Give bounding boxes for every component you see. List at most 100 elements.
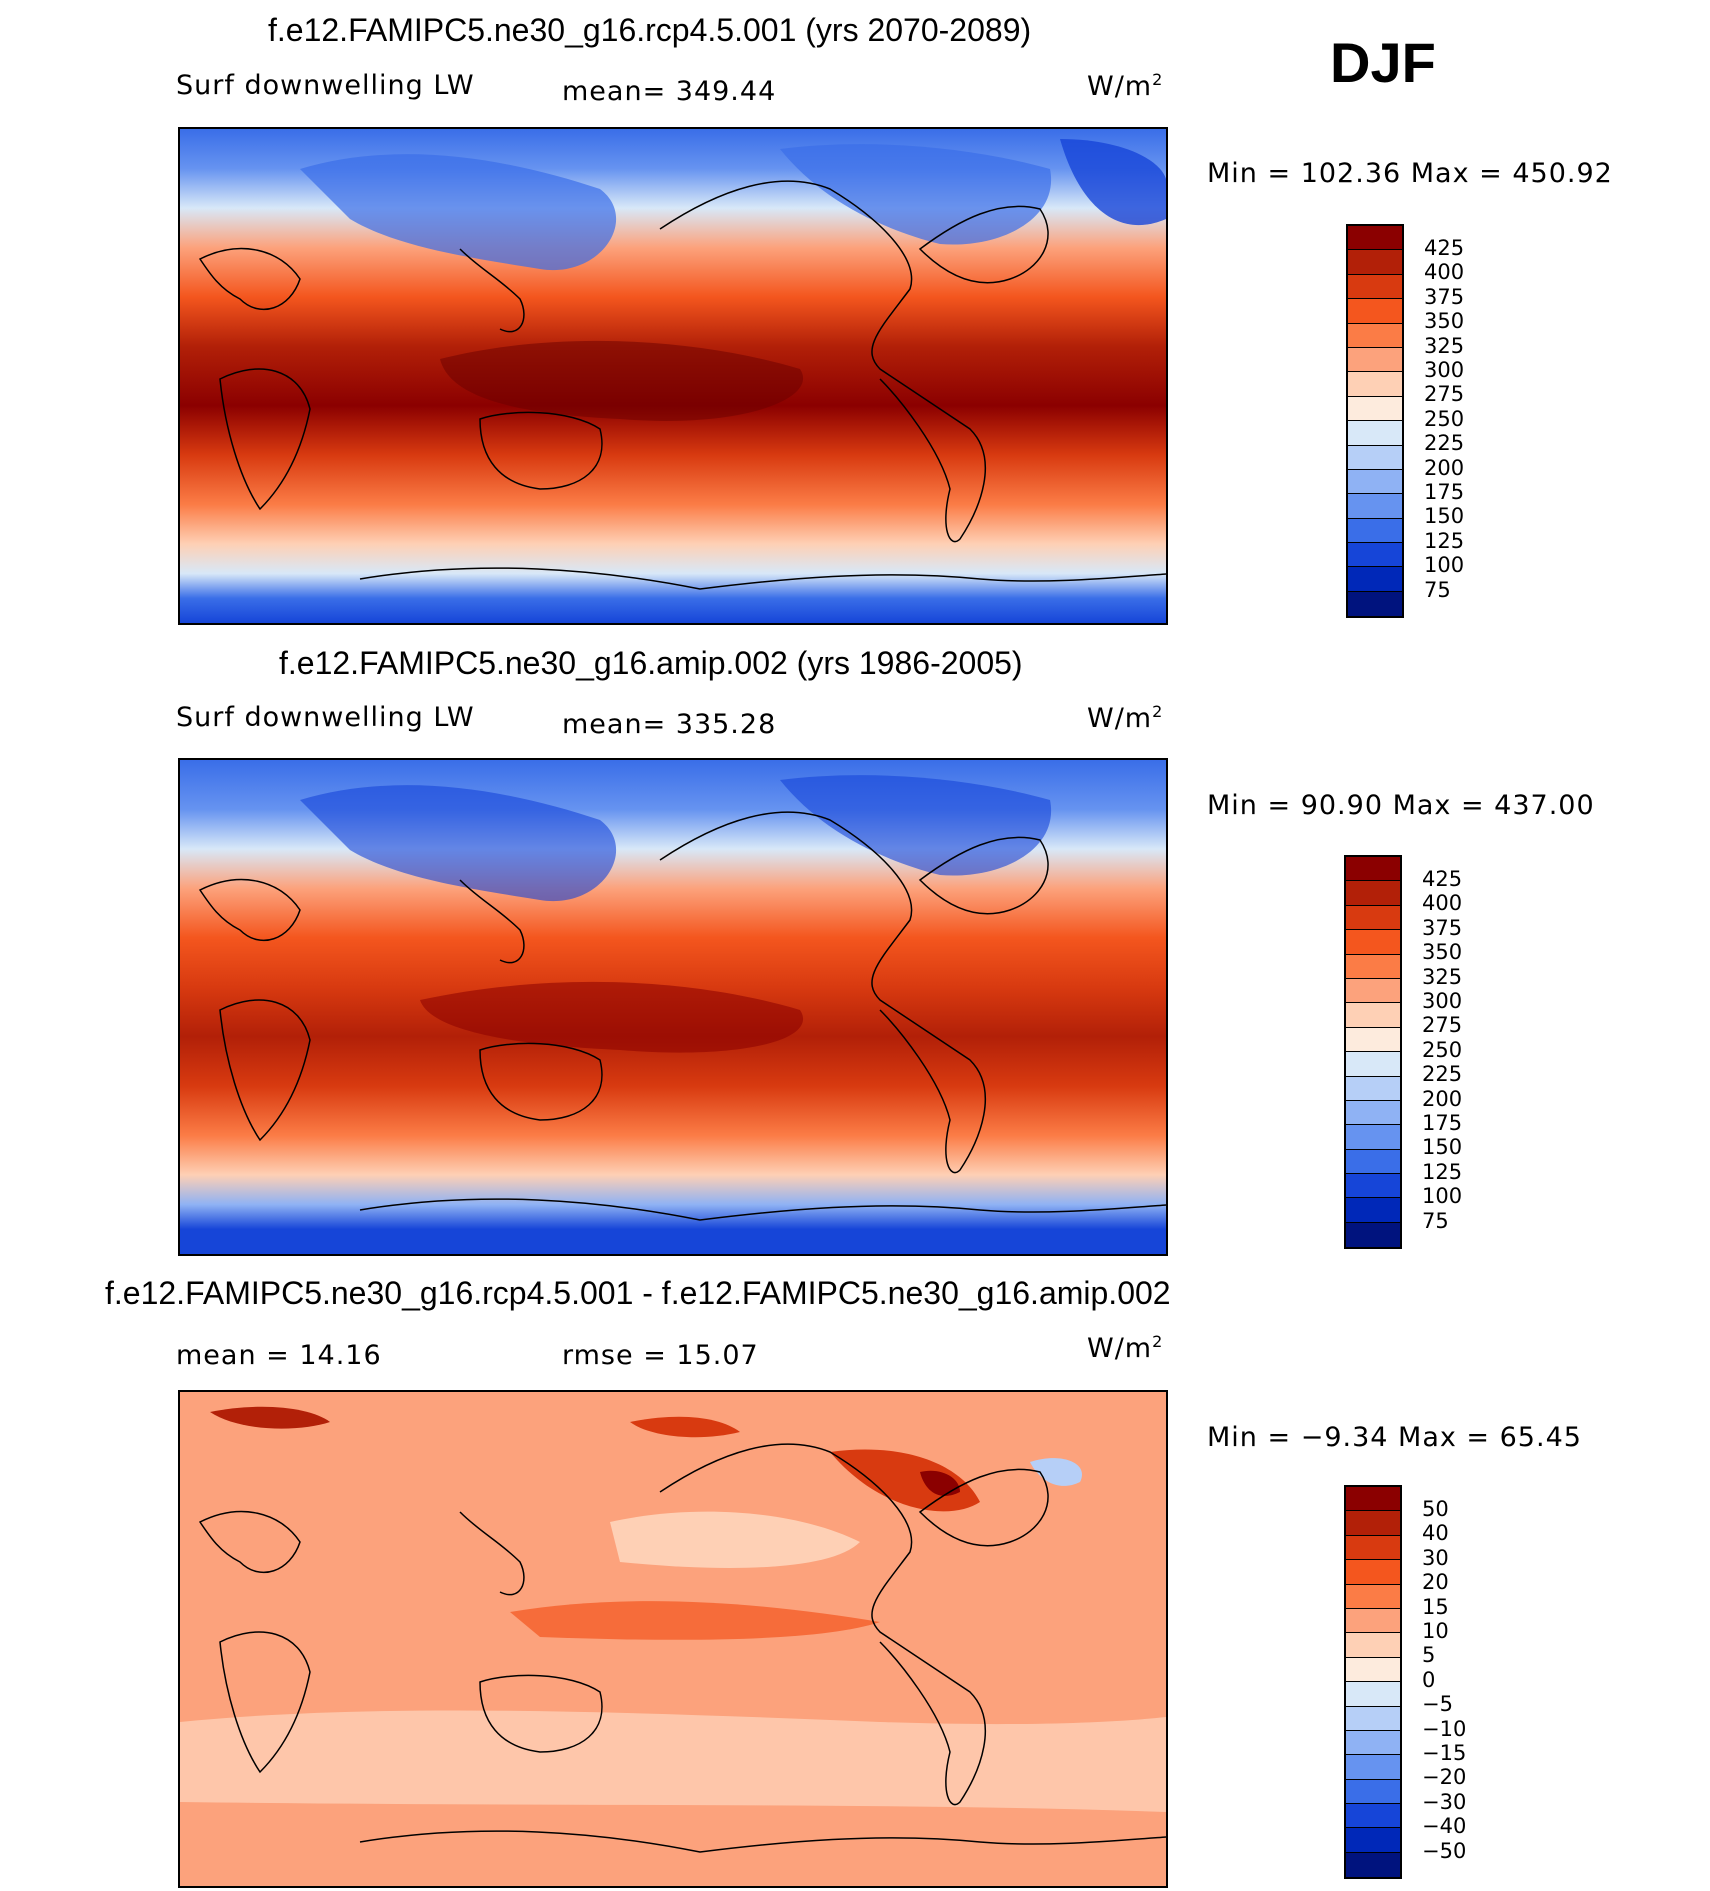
panel3-coastlines	[198, 1443, 1166, 1853]
legend-swatch	[1346, 1682, 1400, 1707]
panel2-variable: Surf downwelling LW	[176, 702, 475, 733]
panel2-title: f.e12.FAMIPC5.ne30_g16.amip.002 (yrs 198…	[279, 645, 1023, 681]
panel1-coastlines	[198, 180, 1166, 590]
legend-swatch	[1348, 421, 1402, 446]
panel2-warm-pool	[420, 981, 804, 1053]
legend-swatch	[1346, 1222, 1400, 1248]
legend-swatch	[1346, 1174, 1400, 1199]
panel1-canada-cold	[780, 144, 1052, 245]
legend-level-label: 150	[1424, 504, 1465, 529]
legend-swatch	[1346, 1828, 1400, 1853]
legend-swatch	[1346, 1149, 1400, 1175]
legend-level-label: −30	[1422, 1789, 1467, 1814]
legend-level-label: 275	[1422, 1013, 1463, 1038]
legend-level-label: −20	[1422, 1765, 1467, 1790]
panel3-minmax: Min = −9.34 Max = 65.45	[1207, 1422, 1582, 1453]
legend-swatch	[1346, 930, 1400, 955]
legend-level-label: 300	[1424, 358, 1465, 382]
legend-swatch	[1346, 1804, 1400, 1829]
legend-level-label: 325	[1424, 333, 1465, 358]
legend-swatch	[1346, 1608, 1400, 1634]
legend-level-label: −40	[1422, 1814, 1467, 1839]
legend-level-label: 250	[1422, 1037, 1463, 1062]
legend-swatch	[1348, 518, 1402, 544]
panel2-map	[178, 758, 1168, 1256]
legend-swatch	[1348, 299, 1402, 324]
legend-swatch	[1346, 1755, 1400, 1780]
legend-swatch	[1346, 1052, 1400, 1077]
legend-swatch	[1346, 857, 1400, 882]
panel2-legend-bar	[1344, 855, 1402, 1250]
panel2-coastlines	[198, 811, 1166, 1221]
legend-swatch	[1346, 881, 1400, 906]
legend-level-label: 125	[1424, 528, 1465, 553]
legend-swatch	[1346, 978, 1400, 1004]
legend-level-label: 15	[1422, 1594, 1449, 1619]
legend-level-label: 225	[1422, 1062, 1463, 1087]
legend-level-label: −50	[1422, 1838, 1467, 1863]
legend-level-label: 175	[1422, 1111, 1463, 1135]
legend-level-label: 325	[1422, 964, 1463, 989]
panel3-siberia-warm	[630, 1416, 740, 1438]
panel1-map	[178, 127, 1168, 625]
legend-swatch	[1348, 323, 1402, 348]
panel1-siberia-cold	[300, 154, 617, 271]
legend-level-label: −15	[1422, 1741, 1467, 1765]
legend-level-label: 200	[1424, 455, 1465, 480]
legend-swatch	[1348, 543, 1402, 568]
legend-level-label: 75	[1422, 1208, 1449, 1233]
legend-level-label: 0	[1422, 1667, 1436, 1692]
legend-swatch	[1348, 396, 1402, 422]
legend-swatch	[1346, 905, 1400, 931]
legend-level-label: 125	[1422, 1159, 1463, 1184]
legend-level-label: 425	[1422, 867, 1463, 891]
legend-level-label: 5	[1422, 1643, 1436, 1668]
legend-level-label: 275	[1424, 382, 1465, 407]
panel3-title: f.e12.FAMIPC5.ne30_g16.rcp4.5.001 - f.e1…	[105, 1275, 1171, 1311]
panel3-hudson-core	[920, 1470, 960, 1496]
legend-level-label: 40	[1422, 1521, 1449, 1546]
legend-swatch	[1346, 1706, 1400, 1731]
panel3-unit: W/m2	[1087, 1332, 1164, 1364]
panel2-minmax: Min = 90.90 Max = 437.00	[1207, 790, 1595, 821]
legend-swatch	[1348, 226, 1402, 251]
panel1-legend-bar	[1346, 224, 1404, 619]
panel3-mean: mean = 14.16	[176, 1340, 382, 1371]
panel3-map	[178, 1390, 1168, 1888]
legend-swatch	[1348, 567, 1402, 592]
legend-swatch	[1346, 1003, 1400, 1028]
legend-swatch	[1348, 372, 1402, 397]
panel1-unit: W/m2	[1087, 70, 1164, 102]
season-label: DJF	[1330, 31, 1436, 94]
legend-swatch	[1346, 1730, 1400, 1756]
legend-swatch	[1348, 494, 1402, 519]
legend-level-label: 10	[1422, 1619, 1449, 1643]
legend-swatch	[1348, 469, 1402, 495]
legend-swatch	[1346, 954, 1400, 979]
legend-level-label: 100	[1422, 1184, 1463, 1209]
legend-level-label: 350	[1424, 309, 1465, 334]
panel2-unit: W/m2	[1087, 702, 1164, 734]
legend-level-label: 300	[1422, 989, 1463, 1013]
legend-swatch	[1346, 1779, 1400, 1805]
panel1-warm-pool	[440, 340, 804, 421]
legend-level-label: 225	[1424, 431, 1465, 456]
panel3-greenland-cool	[1030, 1458, 1082, 1486]
legend-swatch	[1346, 1076, 1400, 1101]
panel1-title: f.e12.FAMIPC5.ne30_g16.rcp4.5.001 (yrs 2…	[268, 12, 1032, 48]
panel3-legend-bar	[1344, 1485, 1402, 1880]
legend-swatch	[1346, 1584, 1400, 1609]
legend-level-label: 100	[1424, 553, 1465, 578]
legend-level-label: 250	[1424, 406, 1465, 431]
legend-swatch	[1346, 1511, 1400, 1536]
panel2-siberia-cold	[300, 785, 617, 902]
legend-level-label: 200	[1422, 1086, 1463, 1111]
legend-level-label: 400	[1422, 891, 1463, 916]
legend-level-label: 50	[1422, 1497, 1449, 1521]
legend-level-label: −10	[1422, 1716, 1467, 1741]
legend-level-label: 375	[1424, 284, 1465, 309]
panel3-south-light	[180, 1710, 1166, 1812]
legend-swatch	[1346, 1487, 1400, 1512]
panel3-arctic-warm	[210, 1406, 330, 1429]
legend-level-label: 150	[1422, 1135, 1463, 1160]
